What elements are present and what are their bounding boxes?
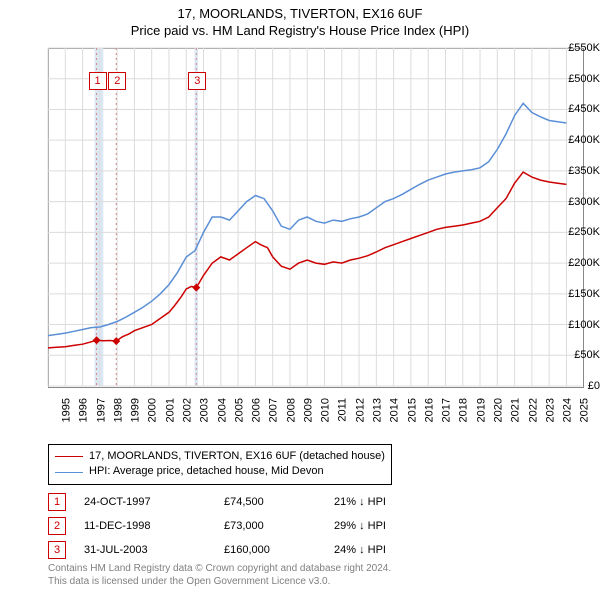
footer-line-1: Contains HM Land Registry data © Crown c… [48,562,391,575]
x-tick-label: 2002 [181,398,193,422]
x-tick-label: 2025 [579,398,591,422]
chart-svg [48,48,582,386]
x-tick-label: 2000 [147,398,159,422]
transaction-price: £74,500 [224,496,334,508]
x-tick-label: 1995 [60,398,72,422]
transaction-date: 11-DEC-1998 [84,520,224,532]
x-tick-label: 2007 [268,398,280,422]
x-tick-label: 1999 [130,398,142,422]
footer-line-2: This data is licensed under the Open Gov… [48,575,391,588]
x-tick-label: 2005 [233,398,245,422]
x-tick-label: 1997 [95,398,107,422]
x-tick-label: 2012 [354,398,366,422]
transaction-row: 3 31-JUL-2003£160,00024% ↓ HPI [48,538,434,562]
transaction-price: £73,000 [224,520,334,532]
x-tick-label: 2014 [389,398,401,422]
x-tick-label: 2017 [441,398,453,422]
transaction-row: 2 11-DEC-1998£73,00029% ↓ HPI [48,514,434,538]
y-tick-label: £400K [558,134,600,146]
y-tick-label: £0 [558,380,600,392]
x-tick-label: 2013 [372,398,384,422]
y-tick-label: £150K [558,288,600,300]
transaction-number: 1 [48,493,66,511]
y-tick-label: £350K [558,165,600,177]
transaction-delta: 24% ↓ HPI [334,544,434,556]
x-tick-label: 1996 [78,398,90,422]
legend-label: HPI: Average price, detached house, Mid … [89,464,324,479]
x-tick-label: 2023 [544,398,556,422]
transaction-date: 24-OCT-1997 [84,496,224,508]
y-tick-label: £250K [558,226,600,238]
transaction-price: £160,000 [224,544,334,556]
x-tick-label: 1998 [112,398,124,422]
y-tick-label: £500K [558,73,600,85]
x-tick-label: 2006 [251,398,263,422]
transaction-delta: 21% ↓ HPI [334,496,434,508]
x-tick-label: 2001 [164,398,176,422]
event-number-box: 2 [108,72,126,90]
legend-swatch [55,472,83,473]
legend-item: 17, MOORLANDS, TIVERTON, EX16 6UF (detac… [55,449,385,464]
event-number-box: 3 [188,72,206,90]
transaction-date: 31-JUL-2003 [84,544,224,556]
x-tick-label: 2015 [406,398,418,422]
x-tick-label: 2010 [320,398,332,422]
chart-legend: 17, MOORLANDS, TIVERTON, EX16 6UF (detac… [48,444,392,485]
x-tick-label: 2011 [336,398,348,422]
y-tick-label: £100K [558,319,600,331]
legend-swatch [55,456,83,457]
y-tick-label: £550K [558,42,600,54]
transaction-row: 1 24-OCT-1997£74,50021% ↓ HPI [48,490,434,514]
y-tick-label: £50K [558,349,600,361]
y-tick-label: £450K [558,103,600,115]
transaction-delta: 29% ↓ HPI [334,520,434,532]
footer-attribution: Contains HM Land Registry data © Crown c… [48,562,391,588]
y-tick-label: £200K [558,257,600,269]
x-tick-label: 2004 [216,398,228,422]
transaction-number: 2 [48,517,66,535]
x-tick-label: 2016 [423,398,435,422]
legend-label: 17, MOORLANDS, TIVERTON, EX16 6UF (detac… [89,449,385,464]
x-tick-label: 2022 [527,398,539,422]
x-tick-label: 2018 [458,398,470,422]
x-tick-label: 2021 [510,398,522,422]
legend-item: HPI: Average price, detached house, Mid … [55,464,385,479]
x-tick-label: 2020 [493,398,505,422]
x-tick-label: 2008 [285,398,297,422]
x-tick-label: 2024 [562,398,574,422]
y-tick-label: £300K [558,196,600,208]
x-tick-label: 2003 [199,398,211,422]
transaction-number: 3 [48,541,66,559]
x-tick-label: 2009 [302,398,314,422]
x-tick-label: 2019 [475,398,487,422]
transactions-table: 1 24-OCT-1997£74,50021% ↓ HPI 2 11-DEC-1998… [48,490,434,562]
event-number-box: 1 [89,72,107,90]
